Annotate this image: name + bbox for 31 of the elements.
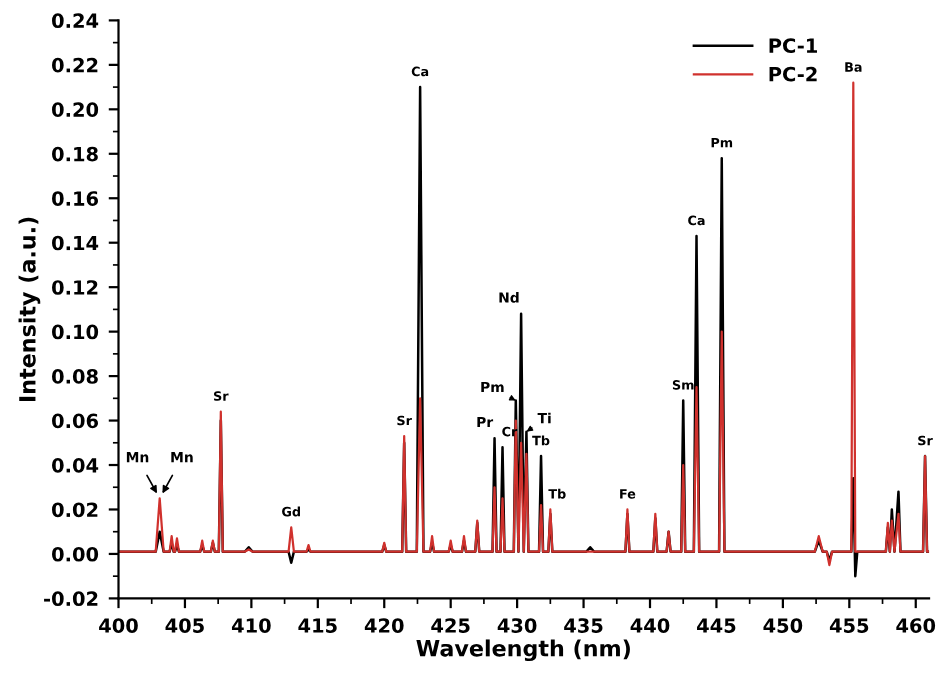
y-axis-title: Intensity (a.u.) bbox=[18, 217, 41, 402]
x-tick-label: 425 bbox=[431, 618, 470, 633]
x-tick-label: 460 bbox=[896, 618, 936, 633]
legend-label: PC-2 bbox=[769, 66, 817, 82]
y-tick-label: 0.14 bbox=[52, 235, 99, 251]
x-tick-label: 440 bbox=[630, 618, 670, 633]
y-tick-label: 0.22 bbox=[52, 57, 98, 73]
legend-label: PC-1 bbox=[769, 38, 817, 53]
x-tick-label: 400 bbox=[99, 618, 138, 633]
x-tick-label: 450 bbox=[763, 618, 803, 633]
x-tick-label: 420 bbox=[364, 618, 404, 633]
x-tick-label: 430 bbox=[497, 618, 537, 633]
y-tick-label: 0.18 bbox=[52, 146, 98, 162]
y-tick-label: 0.10 bbox=[52, 324, 99, 340]
x-tick-label: 415 bbox=[298, 618, 337, 633]
y-tick-label: 0.04 bbox=[52, 457, 99, 473]
y-tick-label: 0.24 bbox=[52, 13, 99, 29]
x-tick-label: 410 bbox=[231, 618, 271, 633]
x-axis-title: Wavelength (nm) bbox=[416, 639, 630, 662]
x-tick-label: 445 bbox=[697, 618, 736, 633]
y-tick-label: 0.20 bbox=[52, 102, 99, 117]
y-tick-label: 0.02 bbox=[52, 502, 98, 518]
x-tick-label: 435 bbox=[564, 618, 603, 633]
y-tick-label: -0.02 bbox=[44, 591, 98, 607]
y-tick-label: 0.12 bbox=[52, 280, 98, 295]
x-tick-label: 405 bbox=[165, 618, 204, 633]
y-tick-label: 0.08 bbox=[52, 369, 98, 384]
y-tick-label: 0.06 bbox=[52, 413, 99, 429]
y-tick-label: 0.16 bbox=[52, 191, 99, 206]
x-tick-label: 455 bbox=[829, 618, 869, 633]
y-tick-label: 0.00 bbox=[52, 546, 99, 562]
